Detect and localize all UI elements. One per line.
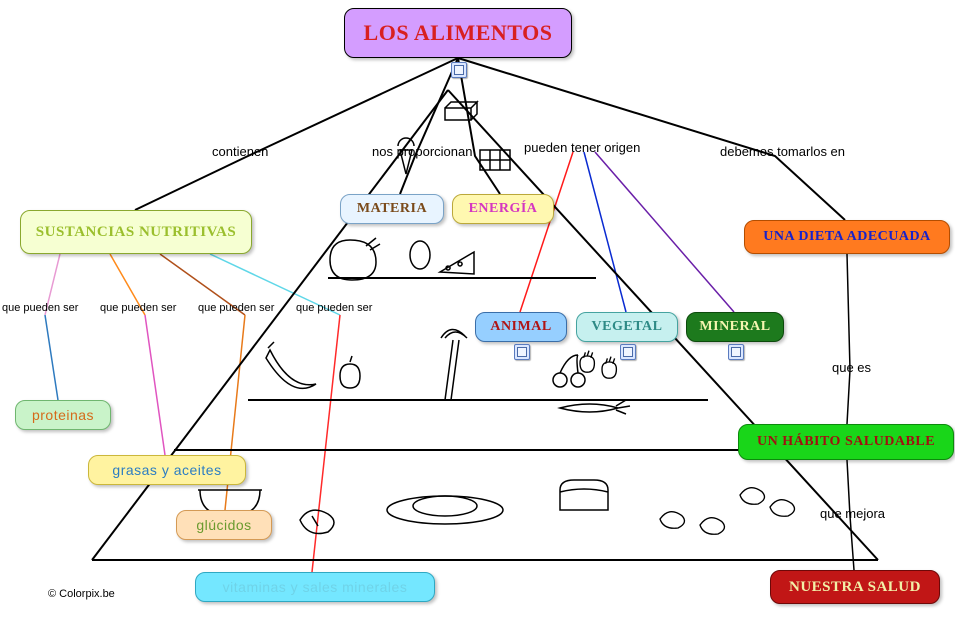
edge-label-quepuedenser-1: que pueden ser bbox=[2, 302, 78, 314]
edge-label-debemos: debemos tomarlos en bbox=[720, 144, 845, 159]
node-mineral: MINERAL bbox=[686, 312, 784, 342]
edge-label-quepuedenser-4: que pueden ser bbox=[296, 302, 372, 314]
attachment-icon[interactable] bbox=[514, 344, 530, 360]
node-animal: ANIMAL bbox=[475, 312, 567, 342]
node-label: MATERIA bbox=[357, 201, 427, 217]
node-grasas-aceites: grasas y aceites bbox=[88, 455, 246, 485]
copyright-text: © Colorpix.be bbox=[48, 588, 115, 600]
node-proteinas: proteinas bbox=[15, 400, 111, 430]
attachment-icon[interactable] bbox=[620, 344, 636, 360]
edge-label-quepuedenser-2: que pueden ser bbox=[100, 302, 176, 314]
concept-map-stage: LOS ALIMENTOS SUSTANCIAS NUTRITIVAS MATE… bbox=[0, 0, 955, 621]
node-materia: MATERIA bbox=[340, 194, 444, 224]
node-label: UN HÁBITO SALUDABLE bbox=[757, 434, 935, 450]
node-habito-saludable: UN HÁBITO SALUDABLE bbox=[738, 424, 954, 460]
node-energia: ENERGÍA bbox=[452, 194, 554, 224]
title-node: LOS ALIMENTOS bbox=[344, 8, 572, 58]
node-label: glúcidos bbox=[196, 517, 251, 533]
edge-label-que-mejora: que mejora bbox=[820, 506, 885, 521]
node-label: MINERAL bbox=[699, 319, 770, 335]
edge-label-que-es: que es bbox=[832, 360, 871, 375]
node-label: NUESTRA SALUD bbox=[789, 579, 921, 596]
node-label: SUSTANCIAS NUTRITIVAS bbox=[36, 224, 236, 241]
node-label: vitaminas y sales minerales bbox=[223, 579, 408, 595]
edge-label-origen: pueden tener origen bbox=[524, 140, 640, 155]
node-label: proteinas bbox=[32, 407, 94, 423]
title-text: LOS ALIMENTOS bbox=[364, 20, 553, 46]
node-label: ENERGÍA bbox=[469, 201, 538, 217]
node-label: UNA DIETA ADECUADA bbox=[763, 229, 930, 245]
edge-label-proporcionan: nos proporcionan bbox=[372, 144, 472, 159]
node-nuestra-salud: NUESTRA SALUD bbox=[770, 570, 940, 604]
node-sustancias-nutritivas: SUSTANCIAS NUTRITIVAS bbox=[20, 210, 252, 254]
node-label: grasas y aceites bbox=[112, 462, 221, 478]
node-vegetal: VEGETAL bbox=[576, 312, 678, 342]
node-label: ANIMAL bbox=[490, 319, 551, 335]
edge-label-contienen: contienen bbox=[212, 144, 268, 159]
node-vitaminas-sales: vitaminas y sales minerales bbox=[195, 572, 435, 602]
node-glucidos: glúcidos bbox=[176, 510, 272, 540]
attachment-icon[interactable] bbox=[451, 62, 467, 78]
edge-label-quepuedenser-3: que pueden ser bbox=[198, 302, 274, 314]
node-dieta-adecuada: UNA DIETA ADECUADA bbox=[744, 220, 950, 254]
attachment-icon[interactable] bbox=[728, 344, 744, 360]
node-label: VEGETAL bbox=[592, 319, 663, 335]
